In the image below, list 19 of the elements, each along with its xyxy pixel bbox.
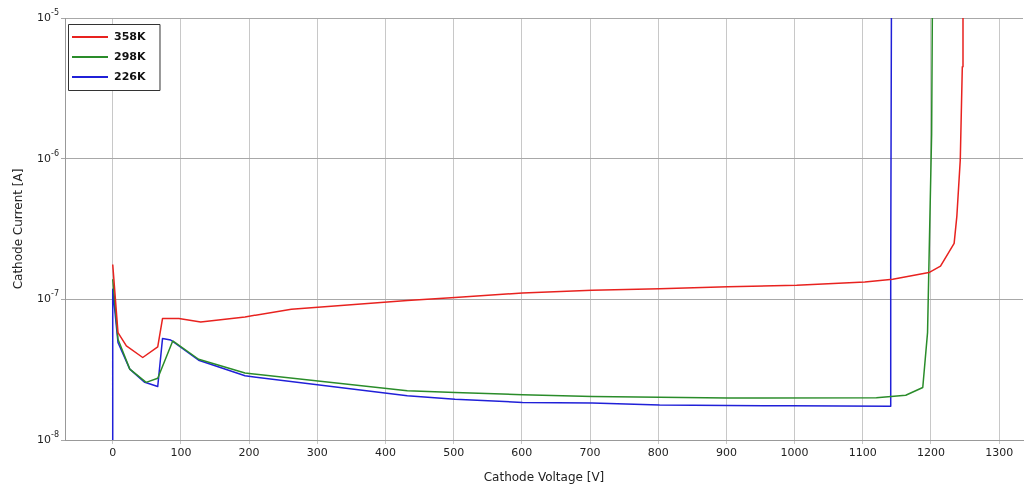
legend-label: 298K (114, 49, 146, 63)
x-tick-label: 600 (511, 446, 533, 460)
x-tick-label: 900 (715, 446, 737, 460)
x-axis-title: Cathode Voltage [V] (483, 469, 605, 484)
x-tick-label: 1100 (848, 446, 877, 460)
x-tick-label: 700 (579, 446, 601, 460)
x-tick-label: 400 (374, 446, 396, 460)
x-tick-label: 100 (170, 446, 192, 460)
x-tick-label: 200 (238, 446, 260, 460)
x-tick-label: 300 (306, 446, 328, 460)
x-tick-label: 1000 (780, 446, 809, 460)
legend-label: 358K (114, 29, 146, 43)
x-tick-label: 0 (109, 446, 117, 460)
x-tick-label: 1200 (916, 446, 945, 460)
x-tick-label: 1300 (985, 446, 1014, 460)
x-tick-label: 500 (443, 446, 465, 460)
legend-label: 226K (114, 69, 146, 83)
y-axis-title: Cathode Current [A] (11, 168, 26, 290)
x-tick-label: 800 (647, 446, 669, 460)
